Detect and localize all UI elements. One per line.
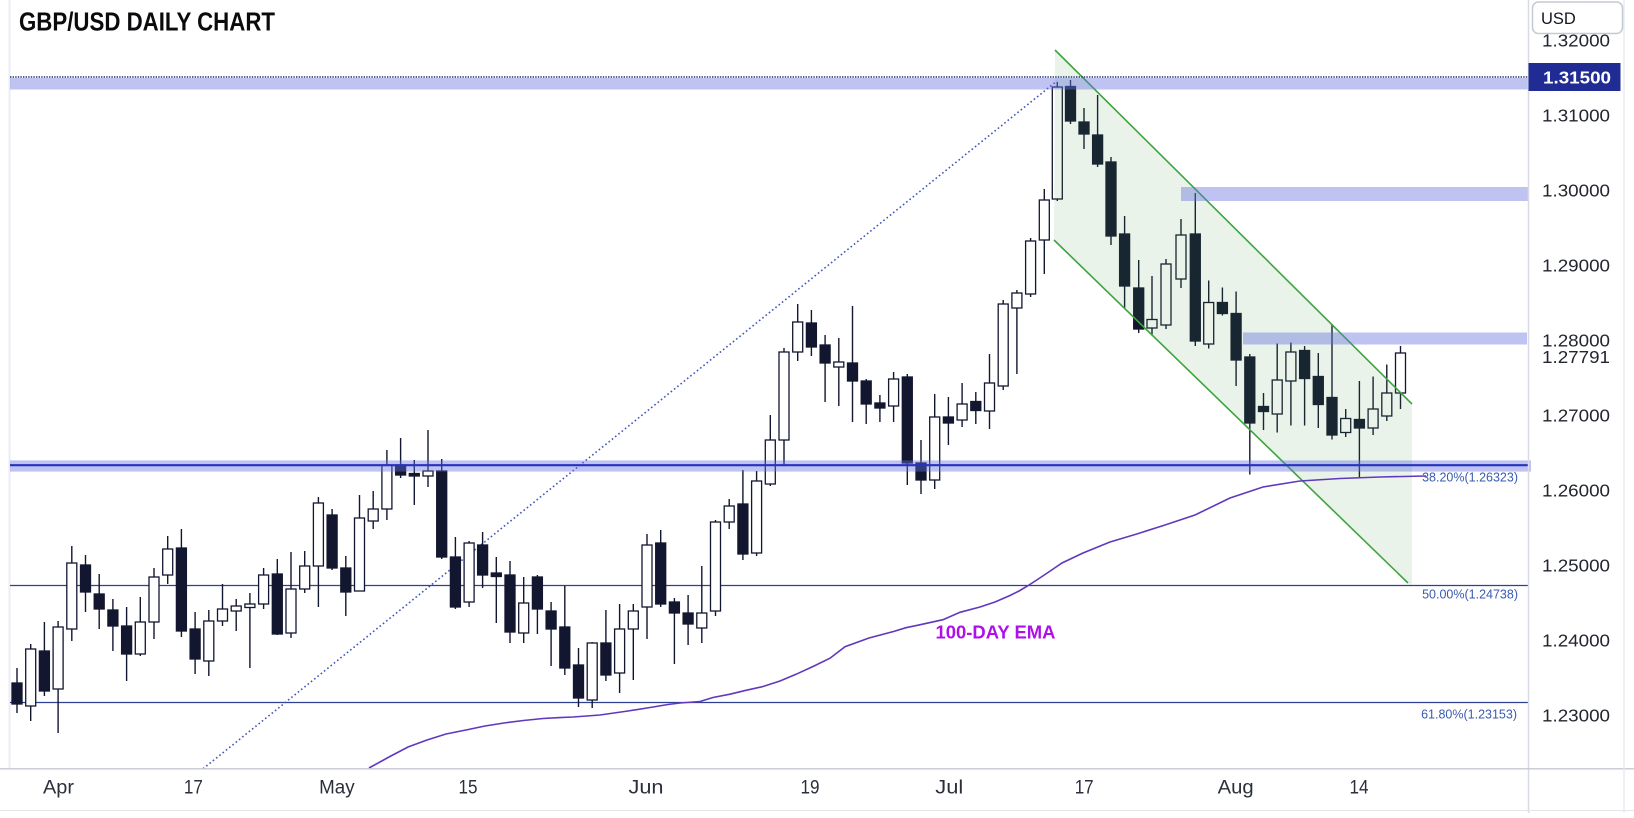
svg-text:1.32000: 1.32000 [1542, 30, 1610, 50]
svg-text:50.00%(1.24738): 50.00%(1.24738) [1422, 588, 1518, 602]
svg-text:1.27000: 1.27000 [1542, 405, 1610, 425]
svg-text:May: May [319, 777, 355, 798]
svg-text:1.29000: 1.29000 [1542, 255, 1610, 275]
svg-text:1.31000: 1.31000 [1542, 105, 1610, 125]
svg-text:14: 14 [1350, 777, 1369, 798]
svg-text:1.31500: 1.31500 [1543, 67, 1611, 87]
svg-text:Aug: Aug [1218, 777, 1254, 798]
svg-text:17: 17 [184, 777, 203, 798]
svg-text:Jul: Jul [935, 777, 963, 798]
svg-text:Apr: Apr [43, 777, 75, 798]
svg-text:GBP/USD DAILY CHART: GBP/USD DAILY CHART [19, 9, 275, 37]
svg-text:Jun: Jun [629, 777, 664, 798]
svg-text:1.24000: 1.24000 [1542, 630, 1610, 650]
svg-text:100-DAY EMA: 100-DAY EMA [936, 622, 1056, 643]
svg-text:1.23000: 1.23000 [1542, 705, 1610, 725]
svg-text:USD: USD [1541, 10, 1576, 28]
svg-text:1.28000: 1.28000 [1542, 330, 1610, 350]
svg-text:19: 19 [801, 777, 820, 798]
svg-text:1.30000: 1.30000 [1542, 180, 1610, 200]
svg-text:1.26000: 1.26000 [1542, 480, 1610, 500]
svg-text:1.27791: 1.27791 [1542, 347, 1610, 367]
svg-text:38.20%(1.26323): 38.20%(1.26323) [1422, 471, 1518, 485]
svg-text:17: 17 [1075, 777, 1094, 798]
svg-text:15: 15 [459, 777, 478, 798]
svg-text:61.80%(1.23153): 61.80%(1.23153) [1421, 708, 1517, 722]
svg-text:1.25000: 1.25000 [1542, 555, 1610, 575]
